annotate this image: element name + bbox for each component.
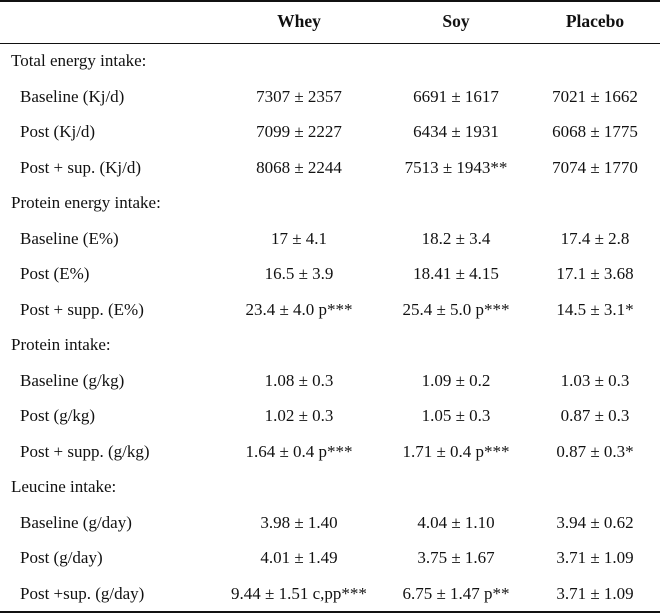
whey-value: 1.08 ± 0.3 (264, 371, 334, 390)
table-bottom-rule (0, 611, 660, 613)
whey-value: 4.01 ± 1.49 (260, 548, 338, 567)
header-placebo: Placebo (565, 11, 625, 31)
section-label: Total energy intake: (11, 51, 147, 70)
placebo-value: 1.03 ± 0.3 (560, 371, 630, 390)
placebo-value: 3.71 ± 1.09 (556, 548, 634, 567)
soy-value: 6434 ± 1931 (413, 122, 499, 141)
row-label: Post (Kj/d) (20, 122, 96, 141)
soy-value: 18.2 ± 3.4 (421, 229, 491, 248)
header-soy: Soy (442, 11, 470, 31)
whey-value: 7099 ± 2227 (256, 122, 342, 141)
section-label: Protein intake: (11, 335, 111, 354)
placebo-value: 0.87 ± 0.3 (560, 406, 630, 425)
table-row: Post (Kj/d) 7099 ± 2227 6434 ± 1931 6068… (0, 114, 660, 149)
table-row: Post + supp. (E%) 23.4 ± 4.0 p*** 25.4 ±… (0, 292, 660, 327)
placebo-value: 0.87 ± 0.3* (556, 442, 634, 461)
table-row: Post (E%) 16.5 ± 3.9 18.41 ± 4.15 17.1 ±… (0, 256, 660, 291)
placebo-value: 14.5 ± 3.1* (556, 300, 634, 319)
whey-value: 23.4 ± 4.0 p*** (245, 300, 353, 319)
section-row: Protein energy intake: (0, 185, 660, 220)
table-row: Post + supp. (g/kg) 1.64 ± 0.4 p*** 1.71… (0, 434, 660, 469)
table-row: Baseline (Kj/d) 7307 ± 2357 6691 ± 1617 … (0, 79, 660, 114)
whey-value: 8068 ± 2244 (256, 158, 342, 177)
row-label: Post (g/day) (20, 548, 103, 567)
section-label: Protein energy intake: (11, 193, 161, 212)
table-row: Baseline (g/day) 3.98 ± 1.40 4.04 ± 1.10… (0, 505, 660, 540)
placebo-value: 3.94 ± 0.62 (556, 513, 634, 532)
soy-value: 6.75 ± 1.47 p** (402, 584, 510, 603)
header-rule (0, 43, 660, 44)
placebo-value: 7074 ± 1770 (552, 158, 638, 177)
soy-value: 7513 ± 1943** (404, 158, 508, 177)
soy-value: 25.4 ± 5.0 p*** (402, 300, 510, 319)
row-label: Post + supp. (E%) (20, 300, 144, 319)
section-label: Leucine intake: (11, 477, 117, 496)
whey-value: 1.02 ± 0.3 (264, 406, 334, 425)
table-top-rule (0, 0, 660, 2)
soy-value: 4.04 ± 1.10 (417, 513, 495, 532)
table-row: Post +sup. (g/day) 9.44 ± 1.51 c,pp*** 6… (0, 576, 660, 611)
soy-value: 6691 ± 1617 (413, 87, 499, 106)
soy-value: 1.71 ± 0.4 p*** (402, 442, 510, 461)
placebo-value: 17.4 ± 2.8 (560, 229, 630, 248)
whey-value: 16.5 ± 3.9 (264, 264, 334, 283)
row-label: Post (E%) (20, 264, 90, 283)
placebo-value: 3.71 ± 1.09 (556, 584, 634, 603)
table-row: Baseline (E%) 17 ± 4.1 18.2 ± 3.4 17.4 ±… (0, 221, 660, 256)
section-row: Protein intake: (0, 327, 660, 362)
whey-value: 3.98 ± 1.40 (260, 513, 338, 532)
section-row: Total energy intake: (0, 43, 660, 78)
row-label: Post + sup. (Kj/d) (20, 158, 142, 177)
table-row: Post (g/kg) 1.02 ± 0.3 1.05 ± 0.3 0.87 ±… (0, 398, 660, 433)
header-whey: Whey (277, 11, 321, 31)
soy-value: 1.05 ± 0.3 (421, 406, 491, 425)
soy-value: 1.09 ± 0.2 (421, 371, 491, 390)
table-row: Post + sup. (Kj/d) 8068 ± 2244 7513 ± 19… (0, 150, 660, 185)
whey-value: 17 ± 4.1 (270, 229, 328, 248)
soy-value: 18.41 ± 4.15 (413, 264, 499, 283)
row-label: Baseline (g/day) (20, 513, 132, 532)
placebo-value: 6068 ± 1775 (552, 122, 638, 141)
whey-value: 7307 ± 2357 (256, 87, 342, 106)
whey-value: 9.44 ± 1.51 c,pp*** (231, 584, 367, 603)
row-label: Baseline (g/kg) (20, 371, 125, 390)
row-label: Post + supp. (g/kg) (20, 442, 150, 461)
row-label: Post +sup. (g/day) (20, 584, 145, 603)
placebo-value: 7021 ± 1662 (552, 87, 638, 106)
row-label: Baseline (Kj/d) (20, 87, 125, 106)
row-label: Baseline (E%) (20, 229, 119, 248)
whey-value: 1.64 ± 0.4 p*** (245, 442, 353, 461)
table-row: Baseline (g/kg) 1.08 ± 0.3 1.09 ± 0.2 1.… (0, 363, 660, 398)
table-row: Post (g/day) 4.01 ± 1.49 3.75 ± 1.67 3.7… (0, 540, 660, 575)
placebo-value: 17.1 ± 3.68 (556, 264, 634, 283)
section-row: Leucine intake: (0, 469, 660, 504)
row-label: Post (g/kg) (20, 406, 96, 425)
soy-value: 3.75 ± 1.67 (417, 548, 495, 567)
